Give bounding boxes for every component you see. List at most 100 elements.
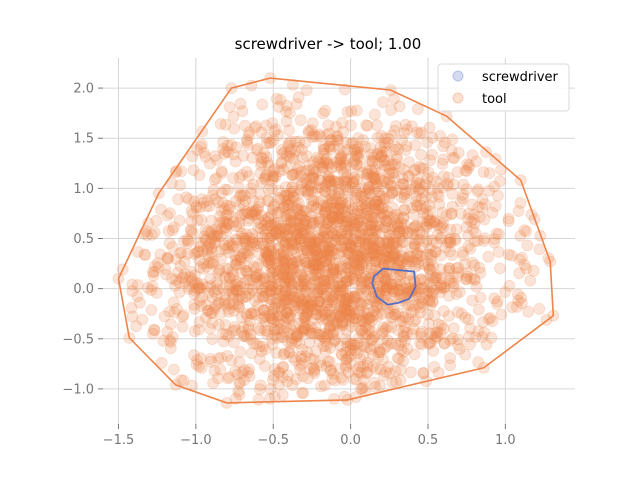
tool-point [299,312,312,325]
tool-point [323,323,336,336]
tool-point [317,230,330,243]
tool-point [413,233,426,246]
tool-point [376,281,389,294]
tool-point [168,306,181,319]
tool-point [381,176,394,189]
tool-point [332,186,345,199]
tool-point [215,222,228,235]
tool-point [322,240,335,253]
tool-point [513,253,526,266]
tool-point [261,251,273,264]
tool-point [285,284,298,297]
tool-point [264,232,277,245]
tool-point [277,245,290,258]
tool-point [428,360,441,373]
tool-point [202,257,215,270]
tool-point [304,210,317,223]
tool-point [336,193,349,206]
tool-point [368,182,381,195]
tool-point [360,200,373,213]
tool-point [304,352,317,365]
tool-point [299,184,312,197]
tool-point [313,267,326,280]
tool-point [397,178,410,191]
tool-point [417,367,430,380]
tool-point [272,101,285,113]
tool-point [337,215,349,228]
tool-point [232,301,245,314]
tool-point [320,260,333,273]
tool-point [183,280,196,293]
chart-title: screwdriver -> tool; 1.00 [235,35,422,53]
tool-point [397,163,410,176]
tool-point [417,281,430,294]
tool-point [380,252,393,264]
tool-point [278,315,291,328]
tool-point [348,215,361,228]
tool-point [414,306,427,319]
tool-point [287,191,300,204]
tool-point [218,147,231,160]
tool-point [462,313,475,326]
tool-point [391,352,404,365]
tool-point [324,143,337,156]
tool-point [312,276,325,289]
x-tick-label: 0.0 [340,433,361,448]
tool-point [231,298,244,311]
tool-point [280,224,292,237]
tool-point [200,234,213,247]
tool-point [282,346,295,359]
tool-point [304,236,317,249]
tool-point [267,201,280,214]
tool-point [427,260,440,272]
tool-point [445,144,458,157]
tool-point [319,205,332,218]
tool-point [401,123,414,136]
tool-point [317,330,329,343]
tool-point [420,221,433,234]
tool-point [371,147,384,160]
tool-point [432,190,445,203]
tool-point [348,307,361,320]
tool-point [407,323,420,336]
tool-point [146,280,159,293]
tool-point [292,141,305,154]
tool-point [502,215,515,228]
tool-point [331,156,344,169]
tool-point [340,219,353,232]
tool-point [174,179,187,192]
tool-point [333,211,346,224]
tool-point [216,166,229,179]
tool-point [486,206,499,219]
tool-point [425,249,438,262]
tool-point [307,171,320,184]
tool-point [288,299,300,312]
tool-point [355,277,368,290]
tool-point [377,325,390,338]
tool-point [325,134,338,147]
tool-point [344,357,357,370]
tool-point [488,292,501,305]
tool-point [351,207,364,220]
tool-point [372,199,385,212]
tool-point [478,213,491,226]
tool-point [347,300,360,312]
tool-point [248,308,261,321]
tool-point [177,271,190,284]
tool-point [348,208,361,221]
tool-point [245,347,258,360]
tool-point [305,200,318,213]
tool-point [170,302,183,315]
tool-point [457,249,470,262]
tool-point [299,323,312,336]
tool-point [362,165,374,178]
tool-point [227,298,240,311]
tool-point [367,349,380,361]
tool-point [401,226,413,239]
tool-point [313,356,326,368]
tool-point [267,170,280,183]
tool-point [274,264,287,277]
tool-point [396,229,409,242]
tool-point [392,220,404,233]
tool-point [259,315,272,328]
